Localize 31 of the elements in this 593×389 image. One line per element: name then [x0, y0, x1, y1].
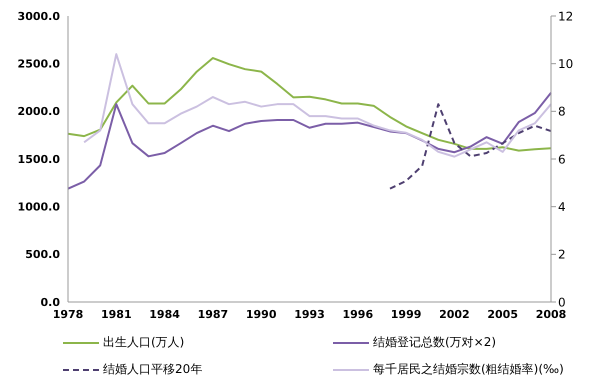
y2-tick-label: 10 — [558, 56, 574, 71]
y2-tick-label: 2 — [558, 248, 566, 262]
y-tick-label: 1000.0 — [18, 200, 60, 214]
y-tick-label: 3000.0 — [18, 10, 60, 23]
x-tick-label: 2002 — [439, 308, 470, 321]
x-tick-label: 1990 — [246, 308, 277, 321]
legend-label: 结婚人口平移20年 — [103, 361, 202, 378]
y-tick-label: 2000.0 — [18, 105, 60, 118]
y-tick-label: 0.0 — [40, 296, 60, 309]
legend-label: 结婚登记总数(万对×2) — [373, 334, 496, 351]
x-tick-label: 1987 — [198, 308, 228, 321]
x-tick-label: 1978 — [52, 308, 84, 321]
y-tick-label: 2500.0 — [18, 58, 60, 71]
x-tick-label: 1999 — [390, 308, 422, 321]
legend-label: 每千居民之结婚宗数(粗结婚率)(‰) — [373, 361, 564, 378]
x-tick-label: 1996 — [342, 308, 374, 321]
y2-tick-label: 6 — [558, 152, 566, 166]
x-tick-label: 1984 — [149, 308, 180, 321]
y2-tick-label: 8 — [558, 104, 566, 119]
x-tick-label: 1981 — [100, 308, 132, 321]
x-tick-label: 2005 — [487, 308, 518, 321]
y2-tick-label: 12 — [558, 9, 574, 24]
y-tick-label: 1500.0 — [18, 152, 60, 166]
x-tick-label: 2008 — [536, 308, 566, 321]
y2-tick-label: 0 — [558, 295, 566, 310]
line-series — [67, 92, 552, 190]
line-series — [389, 103, 552, 190]
legend-label: 出生人口(万人) — [103, 334, 184, 351]
x-tick-label: 1993 — [294, 308, 325, 321]
y2-tick-label: 4 — [558, 200, 566, 214]
y-tick-label: 500.0 — [25, 248, 60, 262]
